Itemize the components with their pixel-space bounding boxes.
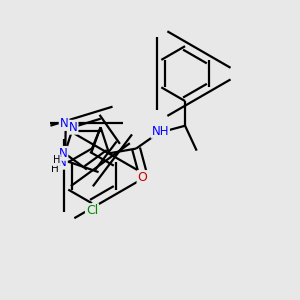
Text: H: H (51, 164, 59, 174)
Text: N: N (60, 117, 68, 130)
Text: H: H (52, 155, 60, 165)
Text: NH: NH (152, 125, 169, 138)
Text: N: N (58, 147, 68, 160)
Text: Cl: Cl (86, 204, 98, 217)
Text: O: O (137, 171, 147, 184)
Text: N: N (58, 156, 67, 169)
Text: N: N (69, 121, 77, 134)
